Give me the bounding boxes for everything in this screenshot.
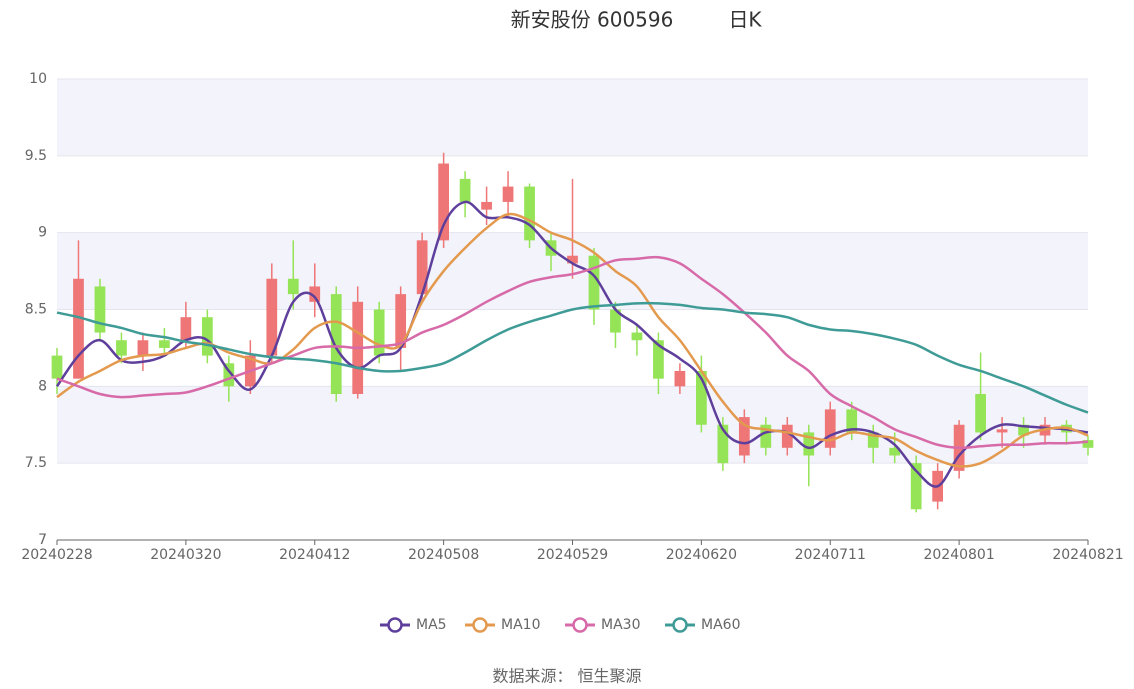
y-tick-label: 9 xyxy=(38,225,47,241)
ma-line xyxy=(55,200,1089,488)
chart-subtitle: 日K xyxy=(728,8,762,32)
candle-body xyxy=(696,370,707,425)
candle-body xyxy=(567,255,578,264)
legend-item: MA10 xyxy=(465,617,540,633)
x-tick-label: 20240821 xyxy=(1052,547,1123,563)
candle-body xyxy=(846,409,858,433)
candle-body xyxy=(223,363,235,387)
candle-body xyxy=(116,340,127,356)
candle-body xyxy=(309,286,321,302)
candle-body xyxy=(201,317,213,356)
legend-marker xyxy=(387,617,403,633)
candle-body xyxy=(975,394,986,433)
candle-body xyxy=(1018,424,1029,436)
x-tick-label: 20240529 xyxy=(537,547,608,563)
chart-title: 新安股份 600596 xyxy=(511,8,674,32)
x-tick-label: 20240508 xyxy=(408,547,479,563)
legend-label: MA5 xyxy=(416,617,447,633)
candle-body xyxy=(674,370,686,387)
legend-marker xyxy=(472,617,488,633)
legend-marker xyxy=(572,617,588,633)
candle-body xyxy=(373,309,385,356)
candle-body xyxy=(653,340,664,379)
split-area xyxy=(57,386,1088,464)
legend-item: MA5 xyxy=(380,617,447,633)
x-tick-label: 20240320 xyxy=(150,547,221,563)
candle-body xyxy=(781,424,793,448)
candle-body xyxy=(481,201,492,210)
candle-body xyxy=(438,163,449,241)
y-tick-label: 8 xyxy=(38,378,47,394)
legend-label: MA30 xyxy=(601,617,640,633)
candle-body xyxy=(803,432,815,456)
candle-body xyxy=(910,463,922,510)
candle-body xyxy=(588,255,600,310)
candle-body xyxy=(159,340,170,348)
candle-body xyxy=(824,409,836,448)
candle-body xyxy=(266,278,278,356)
x-tick-label: 20240412 xyxy=(279,547,350,563)
source-note: 数据来源： 恒生聚源 xyxy=(492,667,641,686)
candle-body xyxy=(996,429,1008,433)
candle-body xyxy=(330,294,342,395)
x-tick-label: 20240801 xyxy=(923,547,994,563)
candle-body xyxy=(416,240,428,295)
candle-body xyxy=(631,332,643,341)
x-tick-label: 20240711 xyxy=(795,547,866,563)
candle-body xyxy=(502,186,514,202)
legend-marker xyxy=(672,617,688,633)
candle-body xyxy=(524,186,535,241)
legend-label: MA10 xyxy=(501,617,540,633)
x-tick-label: 20240228 xyxy=(21,547,92,563)
candle-body xyxy=(94,286,106,333)
split-area xyxy=(57,79,1088,156)
candle-body xyxy=(738,417,750,456)
legend-item: MA60 xyxy=(665,617,740,633)
y-tick-label: 9.5 xyxy=(25,148,47,164)
legend-item: MA30 xyxy=(565,617,640,633)
candle-body xyxy=(1082,440,1094,448)
candle-body xyxy=(760,424,772,448)
y-tick-label: 10 xyxy=(29,71,47,87)
legend-label: MA60 xyxy=(701,617,740,633)
ma-line xyxy=(56,301,1089,414)
candle-body xyxy=(395,294,407,348)
candle-body xyxy=(137,340,149,356)
candle-body xyxy=(610,309,621,333)
candle-body xyxy=(51,355,63,379)
candle-body xyxy=(459,178,471,202)
y-tick-label: 7 xyxy=(38,532,47,548)
candle-body xyxy=(717,424,729,464)
candle-body xyxy=(180,317,192,341)
y-tick-label: 8.5 xyxy=(25,302,47,318)
candle-body xyxy=(287,278,299,295)
y-tick-label: 7.5 xyxy=(25,455,47,471)
ma-line xyxy=(56,255,1089,450)
candle-body xyxy=(867,432,879,448)
candle-body xyxy=(889,447,901,456)
ma-line xyxy=(56,212,1089,468)
candle-body xyxy=(73,278,84,379)
x-tick-label: 20240620 xyxy=(666,547,737,563)
